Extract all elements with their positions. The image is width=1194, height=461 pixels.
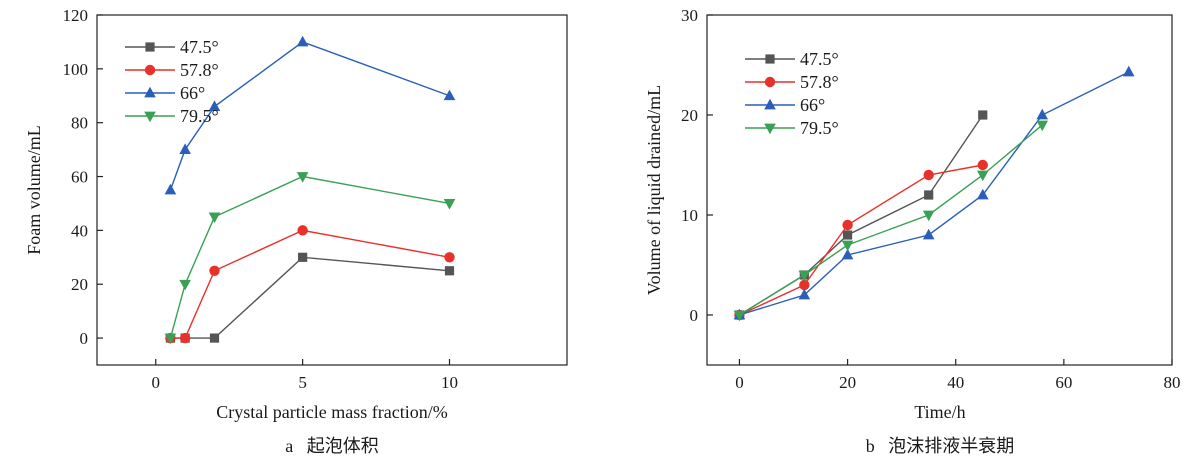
data-point [208,100,221,111]
data-point [444,252,455,263]
data-point [209,265,220,276]
series-triangle-down [164,172,456,345]
chart-b-xlabel: Time/h [914,402,965,422]
legend-marker [144,64,156,76]
data-point [842,219,853,231]
legend-marker [145,42,155,52]
chart-b: Volume of liquid drained/mL Time/h b 泡沫排… [644,6,1181,456]
data-point [296,35,309,47]
x-tick-label: 5 [298,373,307,392]
series-line [739,124,1043,316]
data-point [443,199,456,210]
legend-label: 79.5° [180,106,219,126]
data-point [1036,120,1049,132]
data-point [976,170,989,182]
data-point [209,333,220,343]
data-point [976,188,989,200]
chart-b-legend: 47.5° 57.8° 66° 79.5° [745,49,839,138]
data-point [179,143,191,155]
data-point [179,279,191,291]
data-point [922,210,935,222]
data-point [922,228,935,240]
chart-a-legend: 47.5° 57.8° 66° 79.5° [125,37,219,126]
series-triangle-down [733,120,1049,322]
y-tick-label: 0 [690,306,699,325]
data-point [923,169,934,181]
legend-marker [764,98,776,110]
legend-label: 66° [180,83,205,103]
data-point [298,252,308,262]
x-tick-label: 20 [839,373,856,392]
legend-marker [764,123,776,135]
y-tick-label: 80 [71,114,88,133]
y-tick-label: 20 [681,106,698,125]
data-point [978,110,988,120]
series-circle [165,225,455,344]
data-point [296,172,309,183]
data-point [297,225,308,236]
series-triangle-up [164,35,456,195]
legend-label: 57.8° [180,60,219,80]
x-tick-label: 10 [441,373,458,392]
chart-a-caption: a 起泡体积 [285,436,379,456]
chart-b-caption: b 泡沫排液半衰期 [866,436,1015,456]
data-point [444,266,455,276]
data-point [164,183,177,195]
x-tick-label: 0 [152,373,161,392]
legend-label: 57.8° [800,72,839,92]
y-tick-label: 30 [681,6,698,25]
chart-b-ticks: 0 20 40 60 80 0 10 20 30 [681,6,1181,392]
legend-marker [764,76,776,88]
chart-a-ylabel: Foam volume/mL [24,125,44,255]
series-square [734,110,988,320]
legend-marker [765,54,775,64]
y-tick-label: 120 [63,6,89,25]
legend-marker [144,86,156,98]
chart-b-series [733,65,1135,322]
data-point [443,89,456,101]
legend-label: 79.5° [800,118,839,138]
data-point [1036,108,1049,120]
data-point [798,270,811,282]
chart-b-frame [706,14,1173,366]
x-tick-label: 80 [1164,373,1181,392]
chart-a-xlabel: Crystal particle mass fraction/% [216,402,447,422]
chart-a: Foam volume/mL Crystal particle mass fra… [24,6,568,456]
legend-label: 47.5° [180,37,219,57]
y-tick-label: 40 [71,221,88,240]
data-point [733,310,746,322]
y-tick-label: 60 [71,168,88,187]
chart-a-frame [96,14,568,366]
chart-b-ylabel: Volume of liquid drained/mL [644,85,664,295]
data-point [977,159,988,171]
y-tick-label: 10 [681,206,698,225]
data-point [924,190,934,200]
data-point [179,332,191,344]
series-circle [734,159,988,321]
x-tick-label: 0 [735,373,744,392]
y-tick-label: 100 [63,60,89,79]
series-line [739,114,984,316]
series-square [165,252,455,343]
y-tick-label: 20 [71,275,88,294]
data-point [842,230,853,240]
legend-label: 47.5° [800,49,839,69]
x-tick-label: 40 [947,373,964,392]
data-point [164,333,177,345]
data-point [841,248,854,260]
data-point [799,279,810,291]
legend-marker [144,111,156,123]
data-point [1122,65,1135,77]
x-tick-label: 60 [1055,373,1072,392]
data-point [208,212,221,224]
data-point [841,240,854,252]
y-tick-label: 0 [80,329,89,348]
series-line [170,229,450,339]
chart-a-series [164,35,456,345]
data-point [798,288,811,300]
legend-label: 66° [800,95,825,115]
